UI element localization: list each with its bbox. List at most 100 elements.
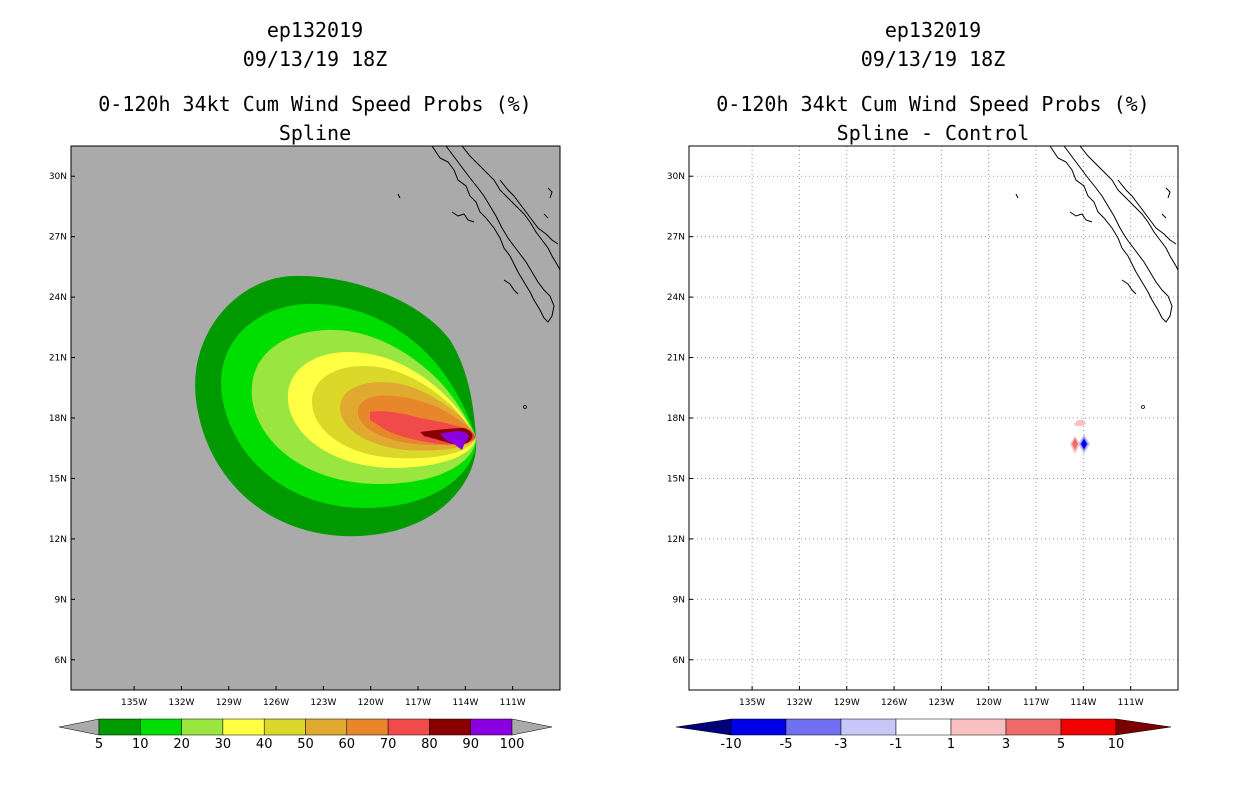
y-tick-label: 30N [667,172,685,182]
right-datetime: 09/13/19 18Z [860,47,1006,71]
colorbar-swatch [1060,718,1117,736]
y-tick-label: 12N [667,535,685,545]
colorbar-label: 3 [1002,737,1010,752]
x-tick-label: 135W [739,698,765,708]
y-tick-label: 18N [49,414,67,424]
x-tick-label: 120W [976,698,1002,708]
x-tick-label: 117W [405,698,431,708]
x-tick-label: 129W [216,698,242,708]
diff-positive-west-inner [1072,438,1078,450]
colorbar-swatch [429,718,471,736]
x-tick-label: 132W [786,698,812,708]
x-tick-label: 117W [1023,698,1049,708]
y-tick-label: 24N [667,293,685,303]
right-difference-contours [1015,146,1178,454]
colorbar-swatch [1005,718,1062,736]
diff-negative-east-inner [1081,439,1087,449]
right-chart-title: 0-120h 34kt Cum Wind Speed Probs (%) [716,92,1150,116]
colorbar-swatch [305,718,348,736]
colorbar-swatch [222,718,265,736]
x-tick-label: 120W [358,698,384,708]
colorbar-swatch [840,718,897,736]
colorbar-swatch [950,718,1007,736]
colorbar-swatch [785,718,842,736]
colorbar-low-arrow [675,718,732,736]
x-tick-label: 114W [452,698,478,708]
colorbar-label: 90 [462,737,479,752]
y-tick-label: 18N [667,414,685,424]
colorbar-label: -3 [835,737,848,752]
left-map-panel: 135W 132W 129W 126W 123W 120W 117W 114W 111W 30N 2… [49,145,561,708]
x-tick-label: 111W [1118,698,1144,708]
right-storm-id: ep132019 [884,18,982,42]
colorbar-label: 30 [215,737,232,752]
x-tick-label: 129W [834,698,860,708]
right-chart-subtitle: Spline - Control [836,121,1030,145]
y-tick-label: 21N [49,354,67,364]
colorbar-swatch [387,718,430,736]
left-probability-contours [195,146,560,537]
y-tick-label: 24N [49,293,67,303]
right-colorbar: -10 -5 -3 -1 1 3 5 10 [675,718,1172,752]
y-tick-label: 27N [667,233,685,243]
left-title-block: ep132019 09/13/19 18Z 0-120h 34kt Cum Wi… [70,16,560,148]
colorbar-swatch [730,718,787,736]
x-tick-label: 135W [121,698,147,708]
y-tick-label: 9N [55,595,67,605]
x-tick-label: 114W [1070,698,1096,708]
right-gridlines [689,146,1178,690]
colorbar-label: 70 [380,737,397,752]
left-datetime: 09/13/19 18Z [242,47,388,71]
left-storm-id: ep132019 [266,18,364,42]
left-axes: 135W 132W 129W 126W 123W 120W 117W 114W 111W 30N 2… [49,172,526,708]
x-tick-label: 111W [500,698,526,708]
left-chart-subtitle: Spline [278,121,352,145]
colorbar-swatch [470,718,513,736]
left-chart-title: 0-120h 34kt Cum Wind Speed Probs (%) [98,92,532,116]
y-tick-label: 30N [49,172,67,182]
colorbar-label: 50 [297,737,314,752]
right-title-block: ep132019 09/13/19 18Z 0-120h 34kt Cum Wi… [688,16,1178,148]
colorbar-label: 40 [256,737,273,752]
x-tick-label: 123W [310,698,336,708]
colorbar-label: 20 [173,737,190,752]
y-tick-label: 12N [49,535,67,545]
y-tick-label: 9N [673,595,685,605]
contour-90 [440,431,469,445]
x-tick-label: 126W [263,698,289,708]
y-tick-label: 6N [55,656,67,666]
x-tick-label: 126W [881,698,907,708]
colorbar-label: -5 [780,737,793,752]
colorbar-label: 5 [1057,737,1065,752]
x-tick-label: 123W [928,698,954,708]
colorbar-swatch [895,718,952,736]
diff-positive-north [1074,420,1086,426]
colorbar-label: 5 [95,737,103,752]
colorbar-swatch [346,718,389,736]
x-tick-label: 132W [168,698,194,708]
colorbar-label: 10 [1108,737,1125,752]
colorbar-label: 1 [947,737,955,752]
colorbar-swatch [140,718,182,736]
colorbar-label: -1 [890,737,903,752]
colorbar-label: 10 [132,737,149,752]
colorbar-label: 80 [421,737,438,752]
colorbar-high-arrow [1115,718,1172,736]
contour-100 [454,440,466,450]
y-tick-label: 15N [667,474,685,484]
right-axes: 135W 132W 129W 126W 123W 120W 117W 114W 111W 30N 2… [667,172,1144,708]
left-colorbar: 5 10 20 30 40 50 60 70 80 90 100 [58,718,553,752]
colorbar-low-arrow [58,718,100,736]
colorbar-swatch [98,718,141,736]
colorbar-label: 100 [500,737,525,752]
colorbar-label: -10 [720,737,741,752]
y-tick-label: 6N [673,656,685,666]
colorbar-label: 60 [339,737,356,752]
colorbar-high-arrow [511,718,553,736]
colorbar-swatch [263,718,306,736]
right-map-panel: 135W 132W 129W 126W 123W 120W 117W 114W 111W 30N 2… [667,145,1179,708]
y-tick-label: 15N [49,474,67,484]
y-tick-label: 21N [667,354,685,364]
colorbar-swatch [181,718,224,736]
